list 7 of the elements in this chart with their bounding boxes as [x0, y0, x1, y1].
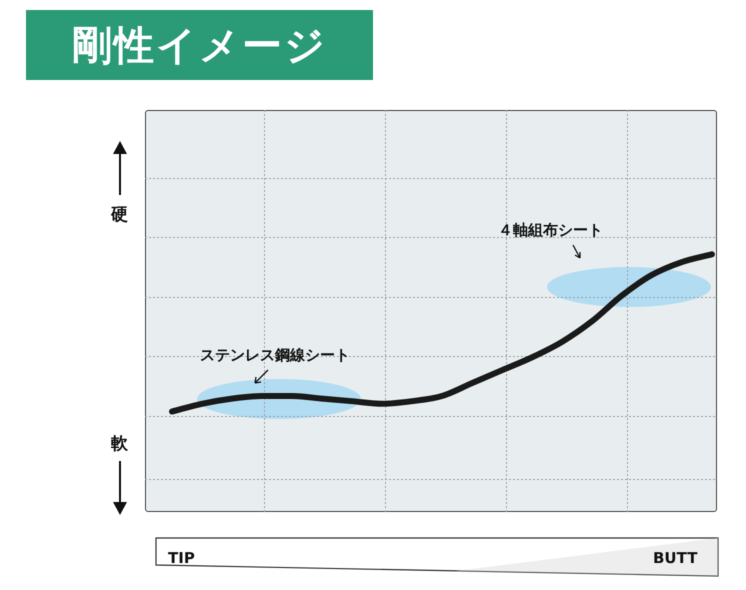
- text: ４軸組布シート: [498, 221, 603, 240]
- text: 硬: [111, 204, 128, 226]
- text: TIP: [168, 549, 195, 567]
- annotation: ステンレス鋼線シート: [200, 346, 350, 365]
- text: BUTT: [653, 549, 698, 567]
- text: 軟: [111, 433, 128, 455]
- chart-title: 剛性イメージ: [26, 10, 373, 80]
